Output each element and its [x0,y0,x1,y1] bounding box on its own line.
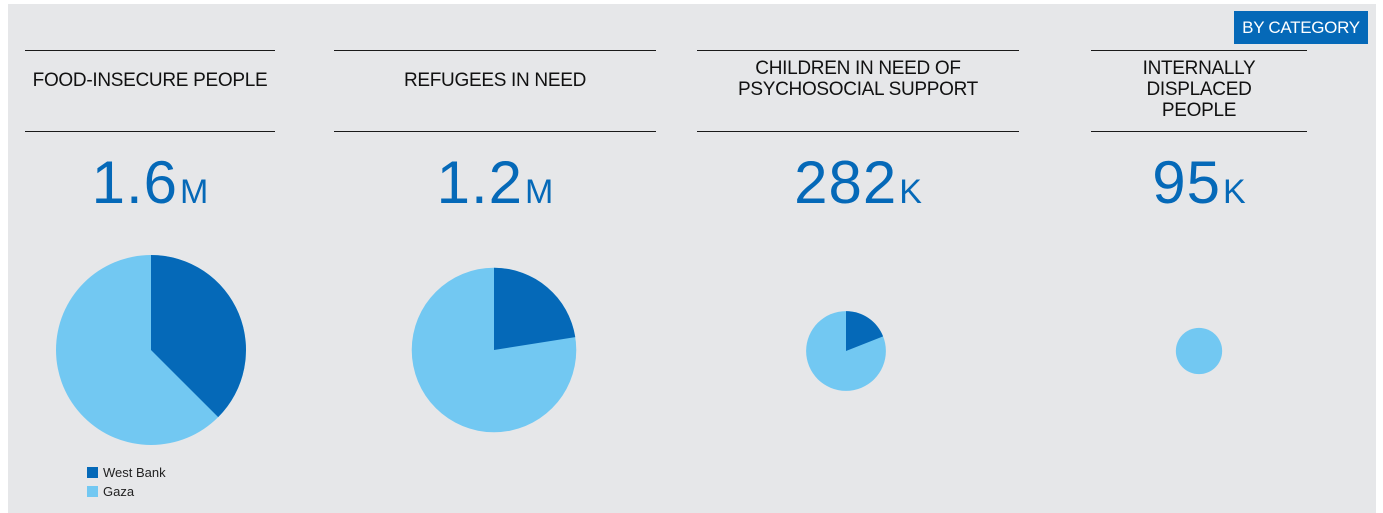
pie-slice-west-bank [494,267,576,350]
column-top-rule [697,50,1019,51]
category-title: FOOD-INSECURE PEOPLE [25,70,275,91]
category-title: INTERNALLY DISPLACED PEOPLE [1091,58,1307,121]
category-title-line: INTERNALLY DISPLACED [1142,58,1256,100]
legend-item-gaza: Gaza [87,482,166,501]
legend-label: Gaza [103,484,135,499]
column-top-rule [334,50,656,51]
category-title-line: PEOPLE [1161,100,1237,121]
category-title-line: CHILDREN IN NEED OF [755,58,961,79]
pie-slice-west-bank [151,255,247,418]
category-title-line: PSYCHOSOCIAL SUPPORT [737,79,978,100]
column-top-rule [1091,50,1307,51]
category-total: 95K [1091,148,1307,217]
category-title: CHILDREN IN NEED OF PSYCHOSOCIAL SUPPORT [697,58,1019,100]
category-title: REFUGEES IN NEED [334,70,656,91]
category-total-number: 282 [794,149,898,216]
legend-swatch-gaza [87,486,98,497]
category-total: 282K [697,148,1019,217]
infographic-panel [8,4,1376,513]
legend: West Bank Gaza [87,463,166,501]
by-category-badge[interactable]: BY CATEGORY [1234,11,1368,44]
category-total-unit: K [899,173,922,211]
category-total: 1.2M [334,148,656,217]
pie-chart-2 [806,311,886,391]
legend-item-west-bank: West Bank [87,463,166,482]
column-bottom-rule [697,131,1019,132]
pie-slice-west-bank [846,311,884,351]
column-bottom-rule [334,131,656,132]
legend-swatch-west-bank [87,467,98,478]
category-total-unit: M [525,173,554,211]
category-total-number: 1.2 [436,149,524,216]
category-title-line: REFUGEES IN NEED [403,70,587,91]
category-total-number: 95 [1152,149,1222,216]
pie-chart-0 [56,255,247,445]
column-top-rule [25,50,275,51]
pie-slice-gaza [1175,327,1223,375]
category-total-number: 1.6 [91,149,179,216]
legend-label: West Bank [103,465,166,480]
pie-chart-1 [411,267,577,433]
pie-chart-3 [1175,327,1223,375]
column-bottom-rule [1091,131,1307,132]
category-total-unit: M [180,173,209,211]
category-title-line: FOOD-INSECURE PEOPLE [32,70,268,91]
category-total: 1.6M [25,148,275,217]
category-total-unit: K [1223,173,1246,211]
column-bottom-rule [25,131,275,132]
